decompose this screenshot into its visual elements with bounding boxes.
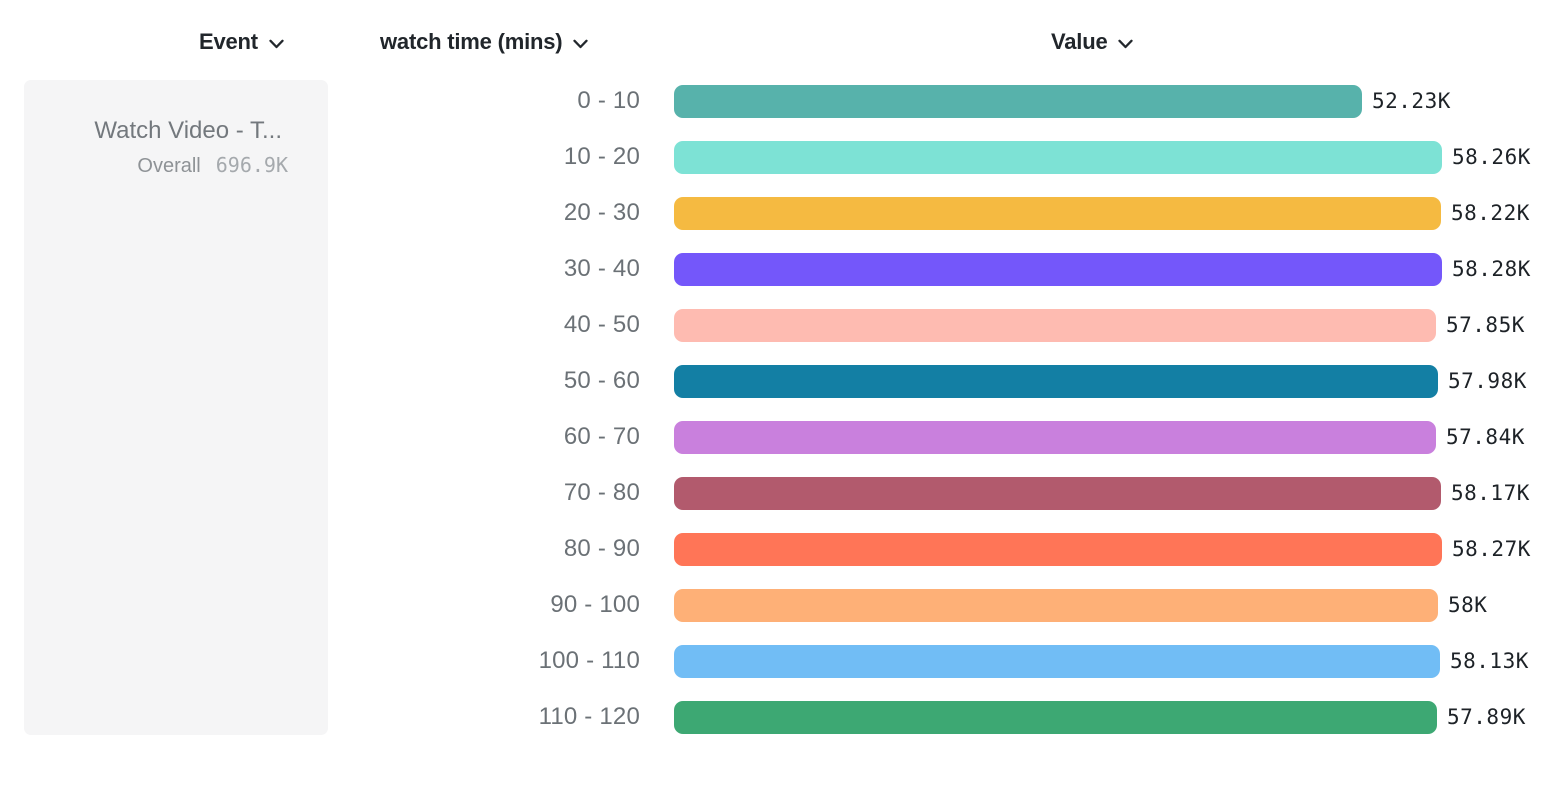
- bar[interactable]: [674, 84, 1362, 118]
- bar[interactable]: [674, 196, 1441, 230]
- event-card[interactable]: Watch Video - T... Overall 696.9K: [24, 80, 328, 735]
- bar-track: 57.84K: [674, 420, 1568, 454]
- chart-row: 0 - 10 52.23K: [0, 73, 1568, 129]
- bar-value-label: 58.22K: [1451, 201, 1530, 225]
- bucket-label: 10 - 20: [563, 143, 640, 170]
- bar-track: 58.26K: [674, 140, 1568, 174]
- bar-track: 58.28K: [674, 252, 1568, 286]
- breakdown-column-label: watch time (mins): [380, 29, 563, 54]
- bar-track: 58.22K: [674, 196, 1568, 230]
- bar-track: 58.27K: [674, 532, 1568, 566]
- bar-value-label: 57.84K: [1446, 425, 1525, 449]
- bar[interactable]: [674, 420, 1436, 454]
- bar-value-label: 58.27K: [1452, 537, 1531, 561]
- bucket-label: 20 - 30: [563, 199, 640, 226]
- chart-row: 30 - 40 58.28K: [0, 241, 1568, 297]
- bar[interactable]: [674, 644, 1440, 678]
- bar-value-label: 58.13K: [1450, 649, 1529, 673]
- bucket-label: 0 - 10: [577, 87, 640, 114]
- bar-value-label: 57.85K: [1446, 313, 1525, 337]
- chart-row: 60 - 70 57.84K: [0, 409, 1568, 465]
- overall-value: 696.9K: [215, 153, 288, 177]
- bar[interactable]: [674, 364, 1438, 398]
- bar-value-label: 57.98K: [1448, 369, 1527, 393]
- bar[interactable]: [674, 700, 1437, 734]
- chart-row: 20 - 30 58.22K: [0, 185, 1568, 241]
- chart-row: 90 - 100 58K: [0, 577, 1568, 633]
- event-title: Watch Video - T...: [94, 117, 282, 144]
- bar[interactable]: [674, 252, 1442, 286]
- bar-value-label: 57.89K: [1447, 705, 1526, 729]
- chart-row: 80 - 90 58.27K: [0, 521, 1568, 577]
- bar[interactable]: [674, 308, 1436, 342]
- value-column-dropdown[interactable]: Value: [1051, 28, 1134, 56]
- chevron-down-icon: [573, 39, 589, 48]
- bar-chart: 0 - 10 52.23K 10 - 20 58.26K 20 - 30 58.…: [0, 73, 1568, 745]
- bucket-label: 60 - 70: [563, 423, 640, 450]
- bucket-label: 110 - 120: [538, 703, 640, 730]
- chart-row: 40 - 50 57.85K: [0, 297, 1568, 353]
- bar[interactable]: [674, 588, 1438, 622]
- bar-value-label: 58K: [1448, 593, 1488, 617]
- bar[interactable]: [674, 476, 1441, 510]
- bucket-label: 30 - 40: [563, 255, 640, 282]
- bucket-label: 80 - 90: [563, 535, 640, 562]
- bar-track: 57.85K: [674, 308, 1568, 342]
- bar-value-label: 58.26K: [1452, 145, 1531, 169]
- event-column-label: Event: [199, 29, 258, 54]
- bar-value-label: 58.28K: [1452, 257, 1531, 281]
- bar-track: 58.13K: [674, 644, 1568, 678]
- chart-row: 100 - 110 58.13K: [0, 633, 1568, 689]
- bar-value-label: 52.23K: [1372, 89, 1451, 113]
- bar-track: 58.17K: [674, 476, 1568, 510]
- chevron-down-icon: [1118, 39, 1134, 48]
- chevron-down-icon: [269, 39, 284, 48]
- bar-track: 58K: [674, 588, 1568, 622]
- chart-row: 110 - 120 57.89K: [0, 689, 1568, 745]
- bar-track: 57.98K: [674, 364, 1568, 398]
- chart-row: 10 - 20 58.26K: [0, 129, 1568, 185]
- bucket-label: 90 - 100: [550, 591, 640, 618]
- bucket-label: 40 - 50: [563, 311, 640, 338]
- bucket-label: 50 - 60: [563, 367, 640, 394]
- bar[interactable]: [674, 140, 1442, 174]
- bar-track: 52.23K: [674, 84, 1568, 118]
- bar-track: 57.89K: [674, 700, 1568, 734]
- chart-row: 70 - 80 58.17K: [0, 465, 1568, 521]
- event-column-dropdown[interactable]: Event: [199, 28, 284, 56]
- overall-label: Overall: [137, 155, 201, 177]
- bar[interactable]: [674, 532, 1442, 566]
- bar-value-label: 58.17K: [1451, 481, 1530, 505]
- event-overall-row: Overall 696.9K: [24, 153, 328, 178]
- bucket-label: 100 - 110: [538, 647, 640, 674]
- bucket-label: 70 - 80: [563, 479, 640, 506]
- chart-row: 50 - 60 57.98K: [0, 353, 1568, 409]
- breakdown-column-dropdown[interactable]: watch time (mins): [380, 28, 589, 56]
- value-column-label: Value: [1051, 29, 1108, 54]
